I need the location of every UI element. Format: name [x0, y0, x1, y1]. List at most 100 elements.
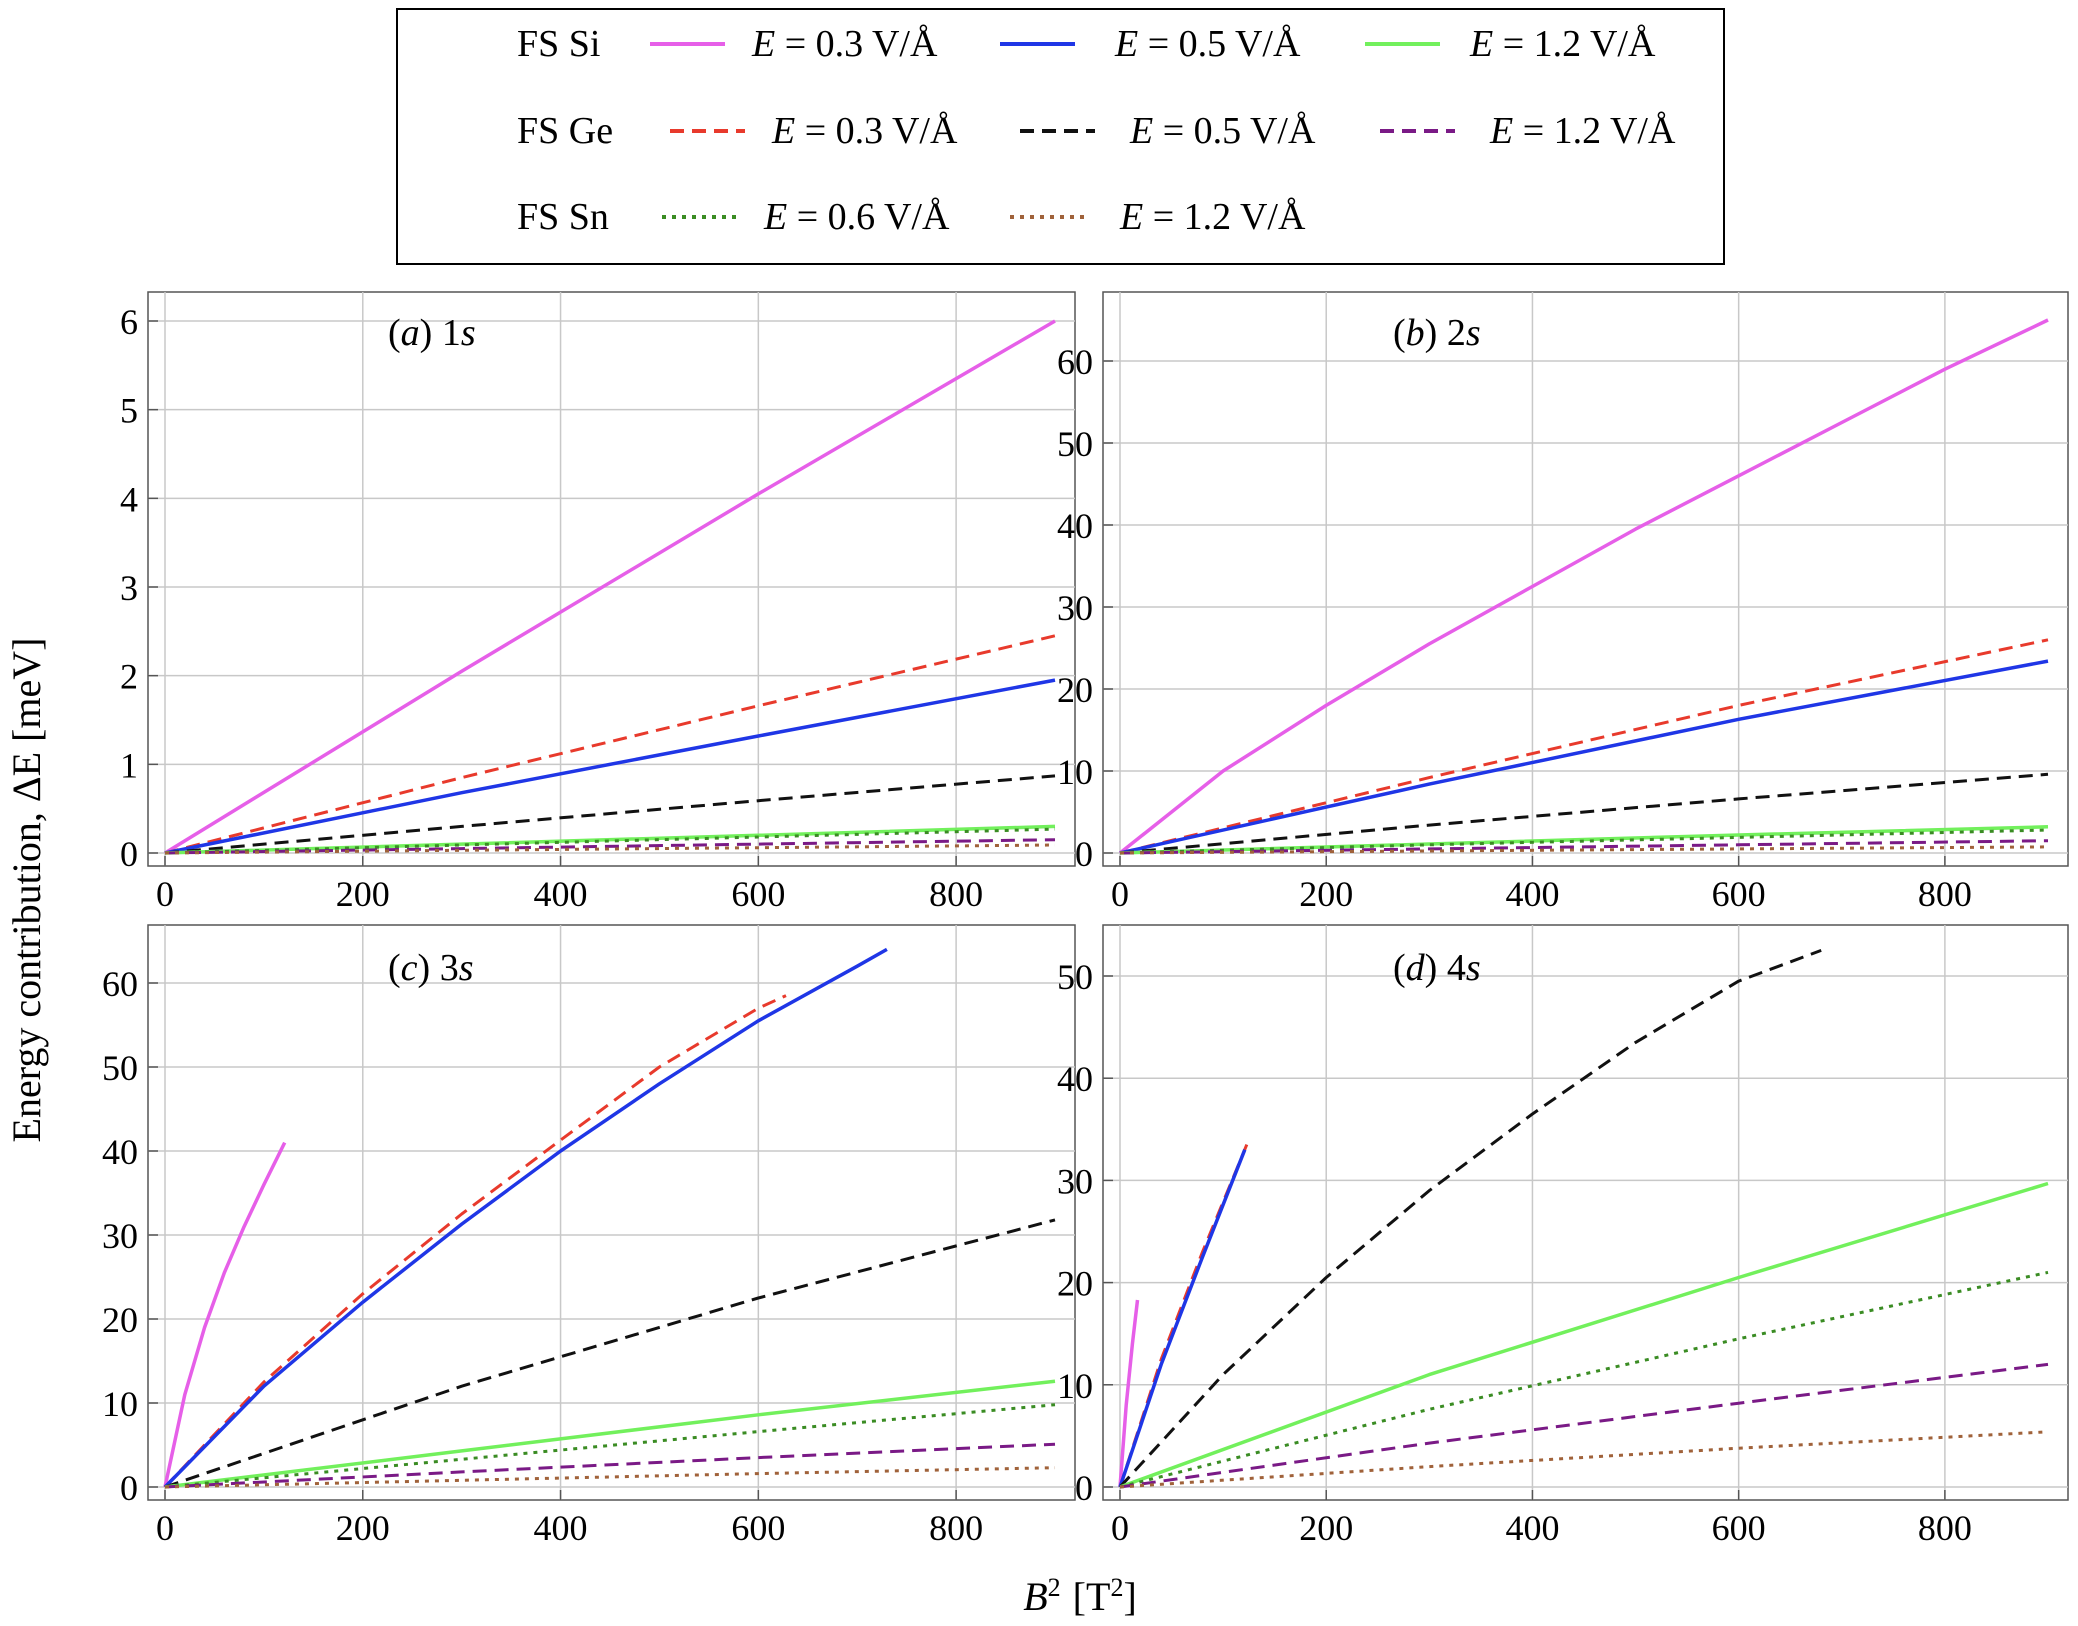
series-line-sn12	[1119, 845, 2049, 855]
legend-entry-label: E = 1.2 V/Å	[1119, 196, 1306, 238]
legend-group-label: FS Sn	[517, 196, 609, 238]
y-tick-label: 50	[102, 1048, 138, 1088]
series-line-si12	[1119, 825, 2049, 855]
legend-entry-label: E = 1.2 V/Å	[1469, 23, 1656, 65]
x-axis-label-unit-exponent: 2	[1110, 1573, 1123, 1602]
y-tick-label: 0	[1075, 834, 1093, 874]
series-line-si05	[164, 678, 1056, 855]
series-line-ge03	[1119, 638, 2049, 855]
series-line-ge05	[164, 1218, 1056, 1489]
y-tick-label: 10	[1057, 1366, 1093, 1406]
panel-a: 0 200 400 600 800 0 1 2 3 4 5 6 (a) 1s	[120, 291, 1076, 914]
y-tick-label: 50	[1057, 424, 1093, 464]
x-tick-label: 400	[1505, 874, 1559, 914]
legend-entry-label: E = 0.3 V/Å	[751, 23, 938, 65]
plot-frame	[1102, 924, 2069, 1501]
legend: FS Si E = 0.3 V/Å E = 0.5 V/Å E = 1.2 V/Å FS…	[396, 8, 1725, 265]
y-tick-label: 40	[1057, 506, 1093, 546]
x-tick-label: 400	[534, 1508, 588, 1548]
x-tick-label: 0	[1111, 874, 1129, 914]
panel-b: 0 200 400 600 800 0 10 20 30 40 50 60 (b) 2s	[1057, 291, 2069, 914]
x-tick-label: 400	[534, 874, 588, 914]
series-line-sn12	[164, 843, 1056, 855]
legend-entry-label: E = 0.6 V/Å	[763, 196, 950, 238]
y-tick-label: 60	[102, 964, 138, 1004]
legend-entry-label: E = 1.2 V/Å	[1489, 110, 1676, 152]
series-line-sn06	[1119, 828, 2049, 855]
y-tick-label: 30	[1057, 1161, 1093, 1201]
panel-d: 0 200 400 600 800 0 10 20 30 40 50 (d) 4s	[1057, 924, 2069, 1548]
series-line-ge05	[164, 774, 1056, 855]
x-axis-label-symbol: B	[1023, 1574, 1047, 1619]
legend-entry-label: E = 0.3 V/Å	[771, 110, 958, 152]
plot-frame	[147, 924, 1076, 1501]
y-tick-label: 0	[120, 834, 138, 874]
series-line-si03	[164, 319, 1056, 855]
x-tick-label: 600	[1712, 874, 1766, 914]
x-tick-label: 200	[336, 1508, 390, 1548]
y-tick-label: 20	[1057, 1264, 1093, 1304]
x-axis-label-exponent: 2	[1048, 1573, 1061, 1602]
series-line-ge05	[1118, 948, 1822, 1489]
series-line-ge05	[1119, 772, 2049, 855]
series-line-ge03	[163, 994, 787, 1489]
panel-title: (d) 4s	[1393, 947, 1481, 989]
series-line-ge12	[1119, 839, 2049, 855]
series-line-si05	[163, 947, 888, 1489]
y-tick-label: 3	[120, 568, 138, 608]
panel-title: (a) 1s	[388, 312, 476, 354]
y-tick-label: 2	[120, 657, 138, 697]
x-tick-label: 200	[1299, 1508, 1353, 1548]
legend-entry-label: E = 0.5 V/Å	[1114, 23, 1301, 65]
series-line-si03	[1118, 318, 2049, 855]
y-tick-label: 20	[1057, 670, 1093, 710]
y-axis-label: Energy contribution, ΔE [meV]	[4, 638, 49, 1143]
y-tick-label: 0	[120, 1468, 138, 1508]
x-axis-label-close: ]	[1123, 1574, 1136, 1619]
y-tick-label: 40	[1057, 1059, 1093, 1099]
series-line-si05	[1119, 659, 2049, 855]
series-line-sn12	[164, 1466, 1056, 1489]
x-tick-label: 0	[156, 1508, 174, 1548]
legend-group-label: FS Ge	[517, 110, 613, 152]
y-tick-label: 0	[1075, 1468, 1093, 1508]
series-line-si03	[1118, 1299, 1140, 1488]
y-tick-label: 50	[1057, 957, 1093, 997]
svg-text:B2[T2]: B2 [T2]	[1023, 1573, 1137, 1620]
y-tick-label: 6	[120, 302, 138, 342]
y-tick-label: 20	[102, 1300, 138, 1340]
series-line-ge12	[164, 838, 1056, 855]
legend-entry-label: E = 0.5 V/Å	[1129, 110, 1316, 152]
legend-box	[396, 8, 1725, 265]
panel-title: (b) 2s	[1393, 312, 1481, 354]
y-tick-label: 30	[102, 1216, 138, 1256]
y-tick-label: 60	[1057, 342, 1093, 382]
series-line-ge12	[1119, 1362, 2049, 1489]
y-tick-label: 1	[120, 745, 138, 785]
series-line-ge12	[164, 1442, 1056, 1489]
x-tick-label: 200	[1299, 874, 1353, 914]
legend-group-label: FS Si	[517, 23, 600, 65]
x-tick-label: 0	[1111, 1508, 1129, 1548]
series-line-si12	[1119, 1181, 2049, 1489]
x-tick-label: 800	[929, 1508, 983, 1548]
y-tick-label: 10	[102, 1384, 138, 1424]
y-tick-label: 40	[102, 1132, 138, 1172]
x-tick-label: 200	[336, 874, 390, 914]
x-tick-label: 0	[156, 874, 174, 914]
x-axis-label-unit: [T	[1073, 1574, 1111, 1619]
series-line-si12	[164, 824, 1056, 855]
x-tick-label: 600	[1712, 1508, 1766, 1548]
series-line-si05	[1118, 1149, 1247, 1488]
panel-title: (c) 3s	[388, 947, 473, 989]
series-line-sn06	[164, 827, 1056, 855]
plot-frame	[1102, 291, 2069, 867]
x-axis-label: B2 [T2]	[1023, 1573, 1137, 1620]
y-tick-label: 10	[1057, 752, 1093, 792]
x-tick-label: 600	[731, 1508, 785, 1548]
x-tick-label: 800	[1918, 874, 1972, 914]
y-tick-label: 4	[120, 479, 138, 519]
series-line-si03	[163, 1141, 287, 1488]
